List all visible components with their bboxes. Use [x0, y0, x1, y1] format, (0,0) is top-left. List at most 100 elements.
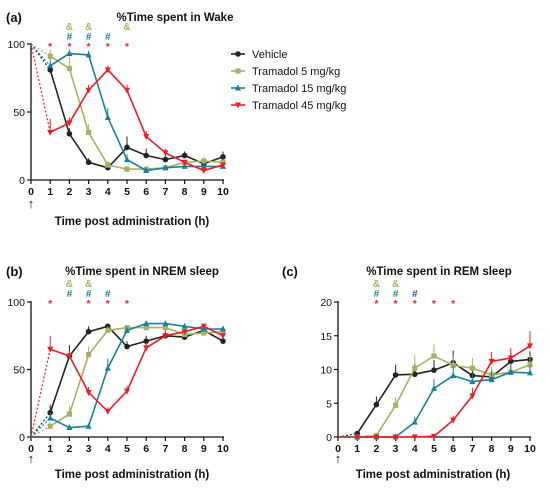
panel-b-title: %Time spent in NREM sleep: [65, 266, 219, 278]
panel-b-xtick-label: 8: [182, 443, 188, 455]
panel-a-data-point: [124, 144, 130, 151]
panel-c-data-point: [469, 365, 475, 371]
panel-a-xtick-label: 0: [28, 186, 34, 198]
panel-a-data-point: [66, 65, 72, 72]
panel-b-ytick-label: 0: [19, 432, 25, 444]
panel-b-series-dotted-start: [30, 417, 51, 438]
panel-a-data-point: [66, 50, 73, 57]
panel-a-series: [30, 43, 226, 174]
panel-c-series-line: [356, 358, 531, 435]
panel-b-data-point: [181, 322, 188, 329]
panel-b-data-point: [220, 338, 226, 344]
panel-b-xtick-label: 1: [47, 443, 53, 455]
panel-c-title: %Time spent in REM sleep: [366, 266, 512, 278]
panel-b-data-point: [124, 388, 130, 395]
panel-b-significance-mark: *: [87, 299, 91, 310]
legend-swatch-marker: [235, 102, 241, 109]
panel-c-xtick-label: 10: [524, 443, 536, 455]
panel-a-data-point: [200, 167, 207, 174]
panel-a-significance-mark: *: [48, 42, 52, 53]
panel-c-data-point: [469, 393, 476, 400]
panel-a-data-point: [86, 129, 92, 135]
panel-b-xtick-label: 7: [162, 443, 168, 455]
panel-c-data-point: [411, 434, 418, 441]
panel-c-label: (c): [282, 264, 298, 279]
panel-c-xtick-label: 7: [469, 443, 475, 455]
panel-c-significance-mark: #: [374, 289, 380, 300]
panel-b-data-point: [85, 422, 92, 429]
panel-a-xtick-label: 9: [201, 186, 207, 198]
panel-b-data-point: [85, 328, 92, 335]
panel-a-data-point: [47, 129, 54, 136]
panel-b-series-line: [49, 326, 224, 427]
panel-b-significance-mark: *: [106, 299, 110, 310]
panel-a-data-point: [143, 152, 149, 159]
panel-c-data-point: [392, 434, 399, 441]
panel-b-ytick-label: 50: [13, 365, 25, 377]
panel-b-data-point: [143, 345, 150, 352]
panel-b-ytick-label: 100: [7, 297, 25, 309]
panel-b-xtick-label: 2: [66, 443, 72, 455]
panel-a-data-point: [162, 164, 169, 171]
panel-a-data-point: [162, 156, 169, 163]
panel-b-data-point: [220, 329, 226, 335]
panel-a-data-point: [47, 67, 53, 73]
panel-a-xlabel: Time post administration (h): [55, 216, 210, 228]
panel-b-data-point: [105, 327, 111, 333]
panel-c-xtick-label: 1: [354, 443, 360, 455]
panel-c-xtick-label: 9: [508, 443, 514, 455]
panel-a-significance-mark: &: [85, 22, 92, 33]
panel-c-xtick-label: 8: [489, 443, 495, 455]
panel-a-data-point: [200, 162, 207, 169]
panel-a-data-point: [104, 113, 111, 120]
panel-c-xtick-label: 0: [335, 443, 341, 455]
panel-c-significance-mark: #: [412, 289, 418, 300]
legend-entry-label: Vehicle: [252, 49, 287, 61]
panel-a-xtick-label: 6: [143, 186, 149, 198]
panel-c-data-point: [527, 343, 533, 350]
panel-b-data-point: [66, 424, 73, 431]
panel-c-rem: (c) %Time spent in REM sleep Time post a…: [282, 264, 536, 481]
panel-b-data-point: [104, 364, 111, 371]
panel-a-data-point: [85, 87, 92, 94]
panel-a-xtick-label: 7: [162, 186, 168, 198]
panel-a-data-point: [124, 166, 130, 172]
panel-c-ytick-label: 15: [320, 331, 332, 343]
panel-c-data-point: [507, 355, 514, 362]
legend-entry-label: Tramadol 45 mg/kg: [252, 100, 346, 112]
panel-b-xtick-label: 10: [217, 443, 229, 455]
panel-a-series: [30, 43, 226, 172]
panel-b-data-point: [143, 338, 149, 344]
panel-c-xtick-label: 4: [412, 443, 418, 455]
panel-a-data-point: [124, 156, 130, 163]
panel-c-data-point: [507, 368, 514, 375]
legend-entry-label: Tramadol 5 mg/kg: [252, 66, 340, 78]
panel-a-data-point: [143, 166, 150, 173]
panel-b-series-dotted-start: [30, 349, 51, 438]
panel-b-data-point: [201, 330, 207, 336]
panel-c-ytick-label: 10: [320, 365, 332, 377]
panel-c-data-point: [431, 433, 437, 440]
panel-a-xtick-label: 8: [182, 186, 188, 198]
panel-b-series: [30, 320, 226, 438]
panel-c-significance-mark: &: [373, 279, 380, 290]
panel-c-significance-mark: *: [374, 299, 378, 310]
panel-b-data-point: [124, 326, 130, 333]
panel-c-xlabel: Time post administration (h): [356, 469, 511, 481]
panel-a-xtick-label: 5: [124, 186, 130, 198]
panel-c-significance-mark: *: [451, 299, 455, 310]
panel-c-data-point: [450, 417, 457, 424]
panel-b-nrem: (b) %Time spent in NREM sleep Time post …: [6, 264, 229, 481]
panel-b-data-point: [143, 325, 149, 331]
panel-c-significance-mark: #: [393, 289, 399, 300]
panel-b-series-line: [49, 325, 224, 413]
panel-a-data-point: [181, 152, 188, 159]
panel-c-ytick-label: 5: [326, 398, 332, 410]
panel-c-data-point: [412, 365, 418, 371]
panel-a-xtick-label: 2: [66, 186, 72, 198]
panel-b-data-point: [162, 320, 169, 327]
panel-c-series: [338, 364, 533, 440]
panel-c-series-dotted-start: [337, 433, 358, 438]
panel-a-ytick-label: 0: [19, 175, 25, 187]
